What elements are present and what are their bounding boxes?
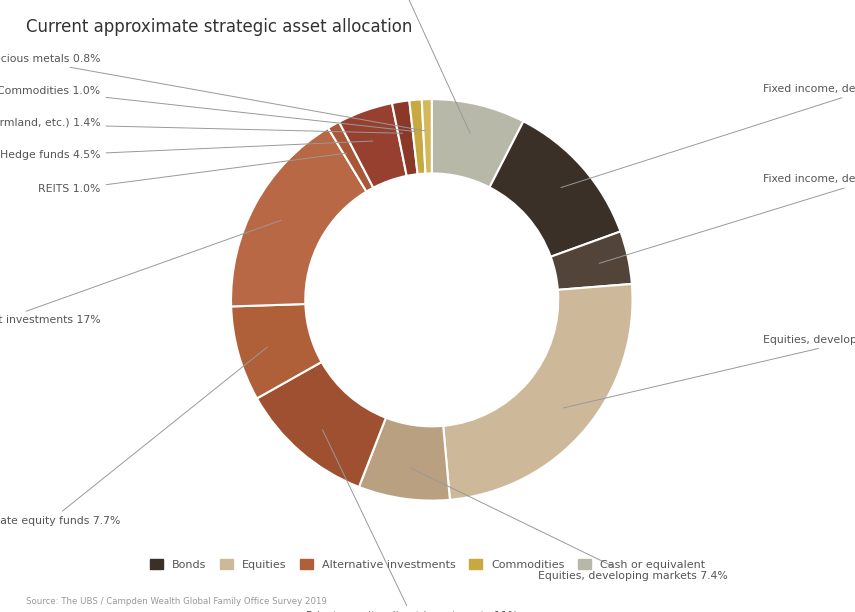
Text: Gold / precious metals 0.8%: Gold / precious metals 0.8% xyxy=(0,54,425,131)
Wedge shape xyxy=(392,100,417,176)
Wedge shape xyxy=(551,231,632,290)
Wedge shape xyxy=(490,121,621,257)
Text: Private equity, direct investments 11%: Private equity, direct investments 11% xyxy=(306,430,517,612)
Wedge shape xyxy=(231,304,321,398)
Text: Current approximate strategic asset allocation: Current approximate strategic asset allo… xyxy=(26,18,412,36)
Legend: Bonds, Equities, Alternative investments, Commodities, Cash or equivalent: Bonds, Equities, Alternative investments… xyxy=(150,559,705,570)
Text: Equities, developing markets 7.4%: Equities, developing markets 7.4% xyxy=(410,468,728,581)
Text: Fixed income, developing markets 4.3%: Fixed income, developing markets 4.3% xyxy=(599,174,855,263)
Wedge shape xyxy=(231,128,367,307)
Wedge shape xyxy=(422,99,432,174)
Text: Commodities 1.0%: Commodities 1.0% xyxy=(0,86,416,132)
Wedge shape xyxy=(328,122,374,192)
Text: Cash or equivalent 7.6%: Cash or equivalent 7.6% xyxy=(335,0,470,133)
Wedge shape xyxy=(339,103,407,188)
Text: REITS 1.0%: REITS 1.0% xyxy=(38,153,346,195)
Text: Source: The UBS / Campden Wealth Global Family Office Survey 2019: Source: The UBS / Campden Wealth Global … xyxy=(26,597,327,606)
Text: Private equity funds 7.7%: Private equity funds 7.7% xyxy=(0,347,268,526)
Text: Real estate, direct investments 17%: Real estate, direct investments 17% xyxy=(0,220,281,325)
Wedge shape xyxy=(432,99,523,187)
Text: Equities, developed markets 25%: Equities, developed markets 25% xyxy=(563,335,855,408)
Wedge shape xyxy=(410,99,426,174)
Wedge shape xyxy=(359,418,450,501)
Text: Fixed income, developed markets 12%: Fixed income, developed markets 12% xyxy=(561,84,855,187)
Wedge shape xyxy=(443,284,633,500)
Text: Agriculture (forest, farmland, etc.) 1.4%: Agriculture (forest, farmland, etc.) 1.4… xyxy=(0,118,403,133)
Text: Hedge funds 4.5%: Hedge funds 4.5% xyxy=(0,141,373,160)
Wedge shape xyxy=(256,362,386,487)
